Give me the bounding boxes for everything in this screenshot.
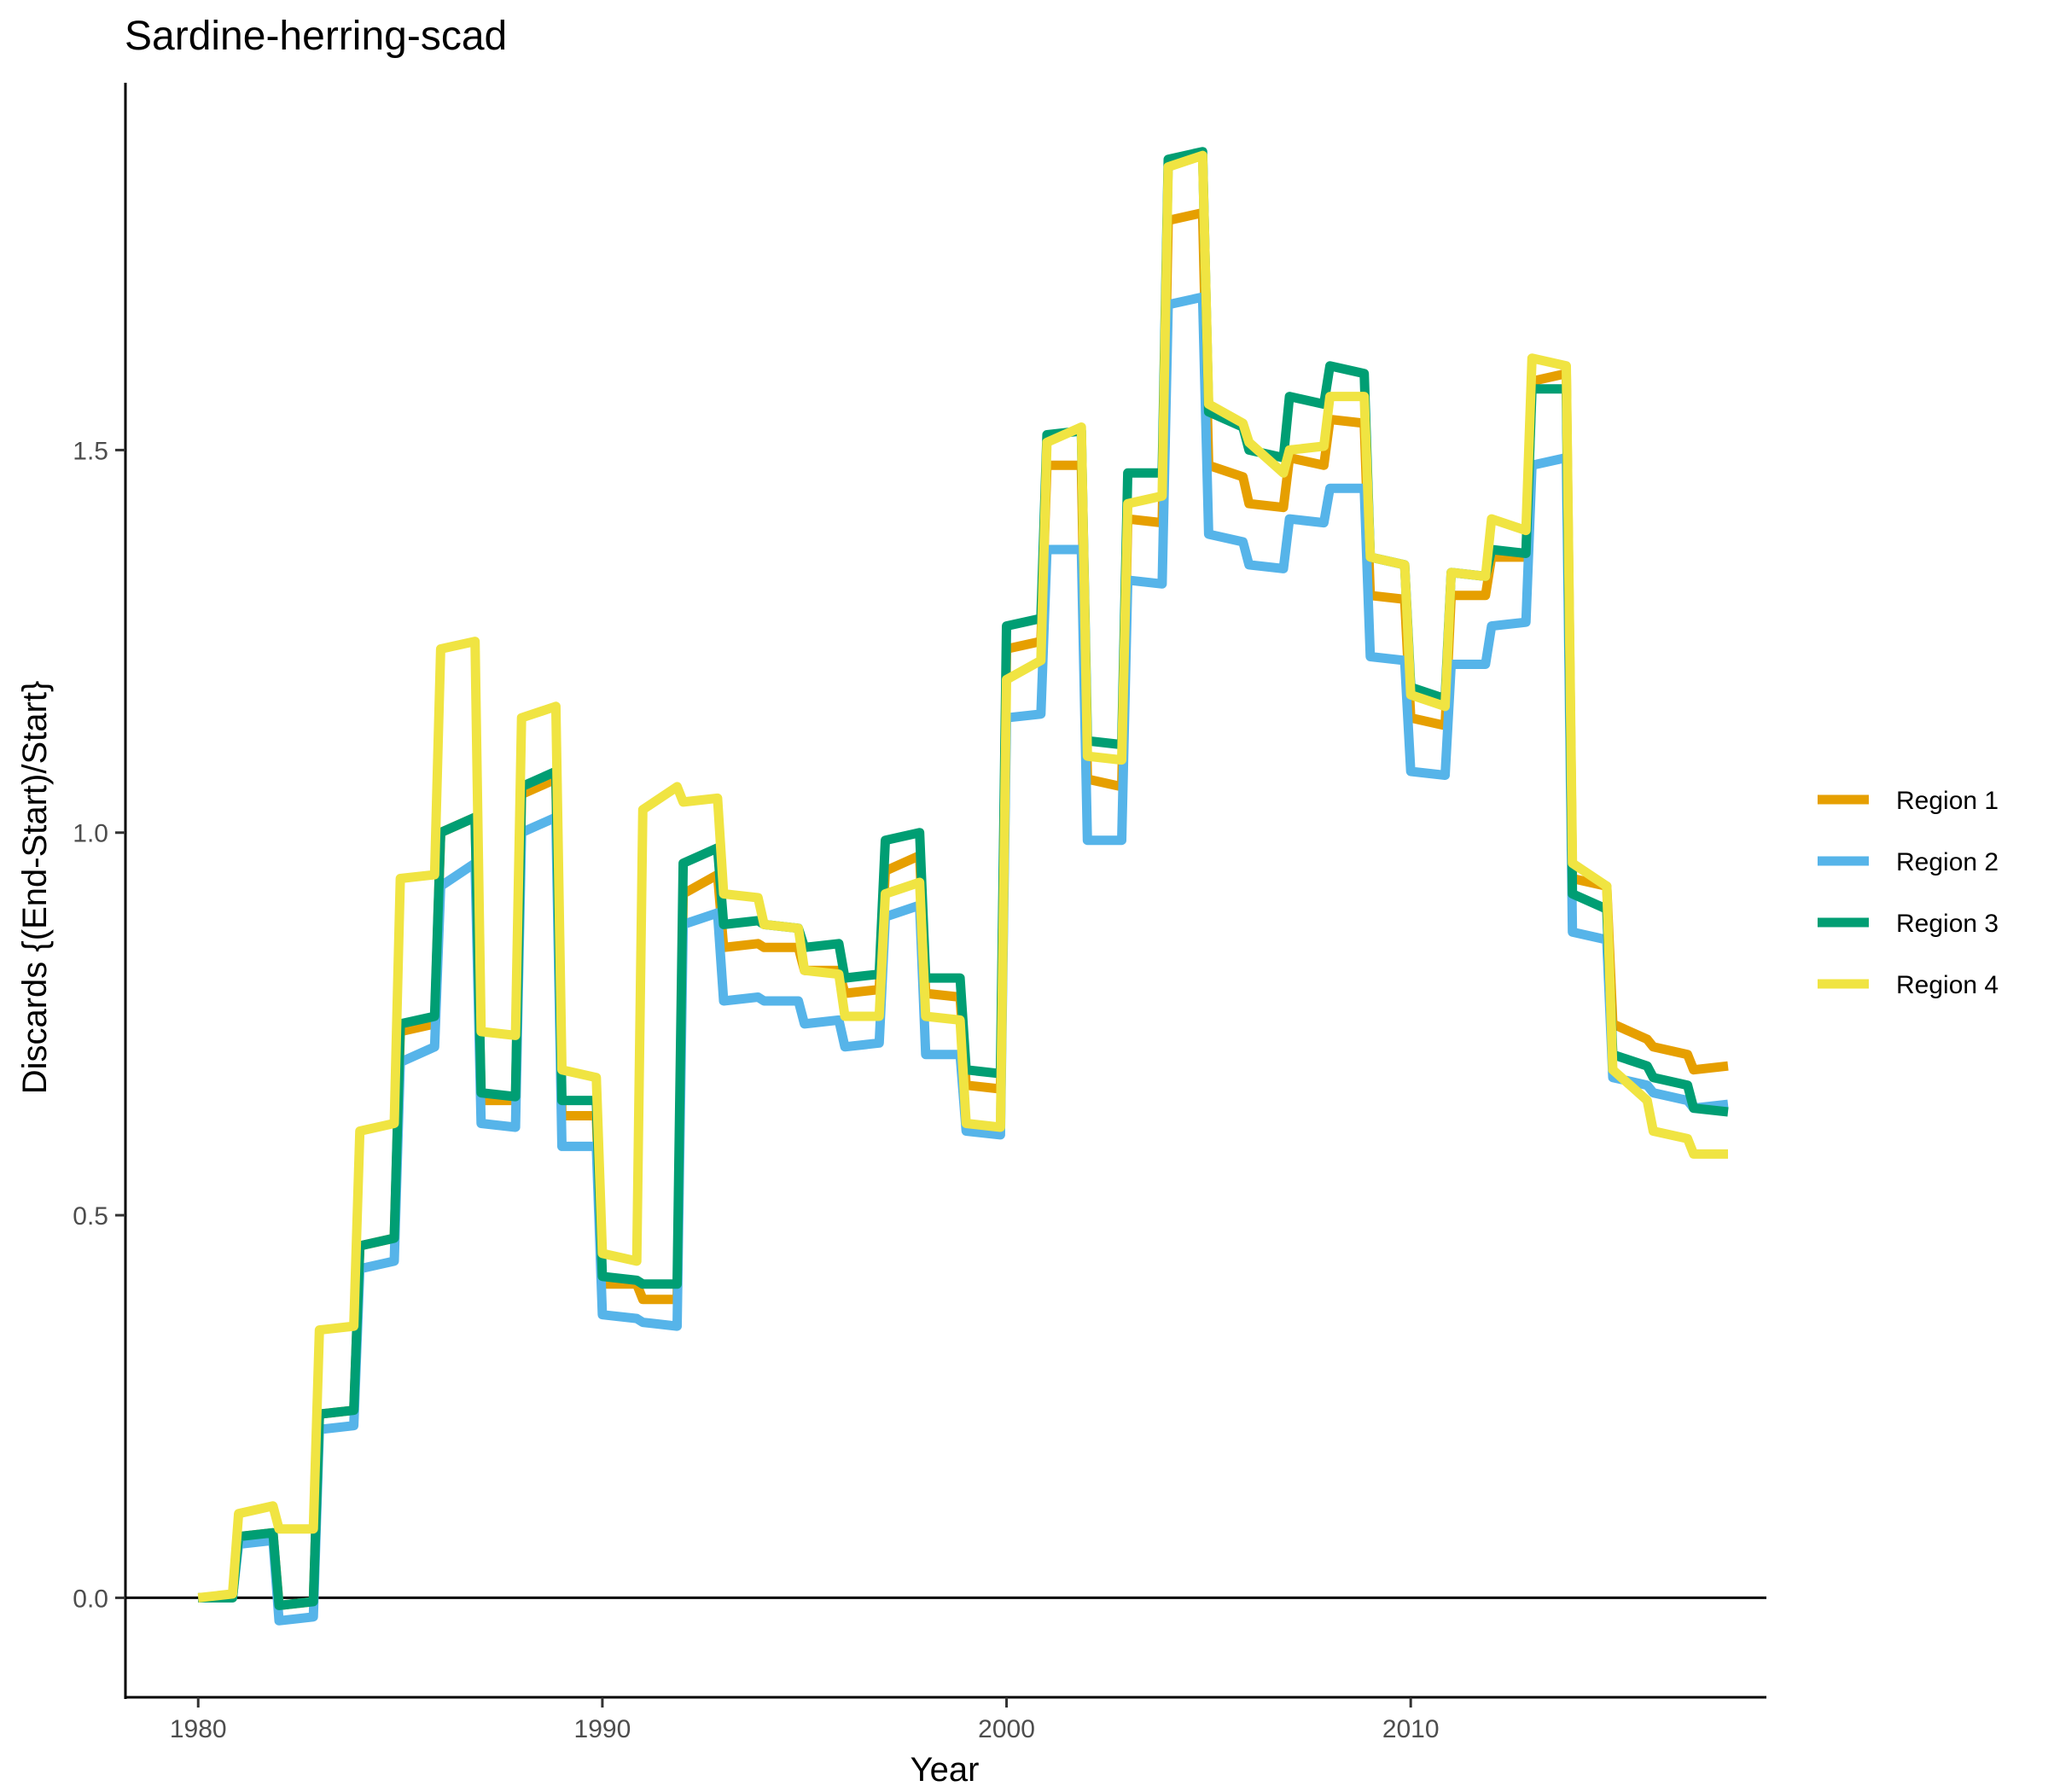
legend: Region 1 Region 2 Region 3 Region 4 xyxy=(1818,787,1999,999)
legend-label-1: Region 1 xyxy=(1896,787,1999,815)
x-axis-title: Year xyxy=(911,1751,980,1789)
y-tick-label: 0.5 xyxy=(73,1202,108,1231)
series-line-4 xyxy=(197,150,1728,1603)
axes-layer: 1980 1990 2000 2010 0.0 0.5 1.0 1.5 xyxy=(73,83,1766,1743)
series-line-2 xyxy=(198,292,1729,1626)
y-ticks: 0.0 0.5 1.0 1.5 xyxy=(73,437,125,1613)
legend-label-4: Region 4 xyxy=(1896,971,1999,999)
y-tick-label: 1.0 xyxy=(73,820,108,848)
legend-label-3: Region 3 xyxy=(1896,910,1999,938)
x-tick-label: 2010 xyxy=(1382,1715,1440,1743)
plot-area xyxy=(125,147,1766,1626)
chart-title: Sardine-herring-scad xyxy=(125,14,507,59)
legend-label-2: Region 2 xyxy=(1896,848,1999,876)
x-tick-label: 1990 xyxy=(574,1715,631,1743)
x-tick-label: 2000 xyxy=(978,1715,1035,1743)
y-tick-label: 0.0 xyxy=(73,1585,108,1613)
y-axis-title: Discards {(End-Start)/Start} xyxy=(16,681,54,1095)
series-line-1 xyxy=(198,207,1729,1610)
y-tick-label: 1.5 xyxy=(73,437,108,465)
x-ticks: 1980 1990 2000 2010 xyxy=(170,1697,1440,1743)
x-tick-label: 1980 xyxy=(170,1715,227,1743)
series-layer xyxy=(197,147,1729,1626)
